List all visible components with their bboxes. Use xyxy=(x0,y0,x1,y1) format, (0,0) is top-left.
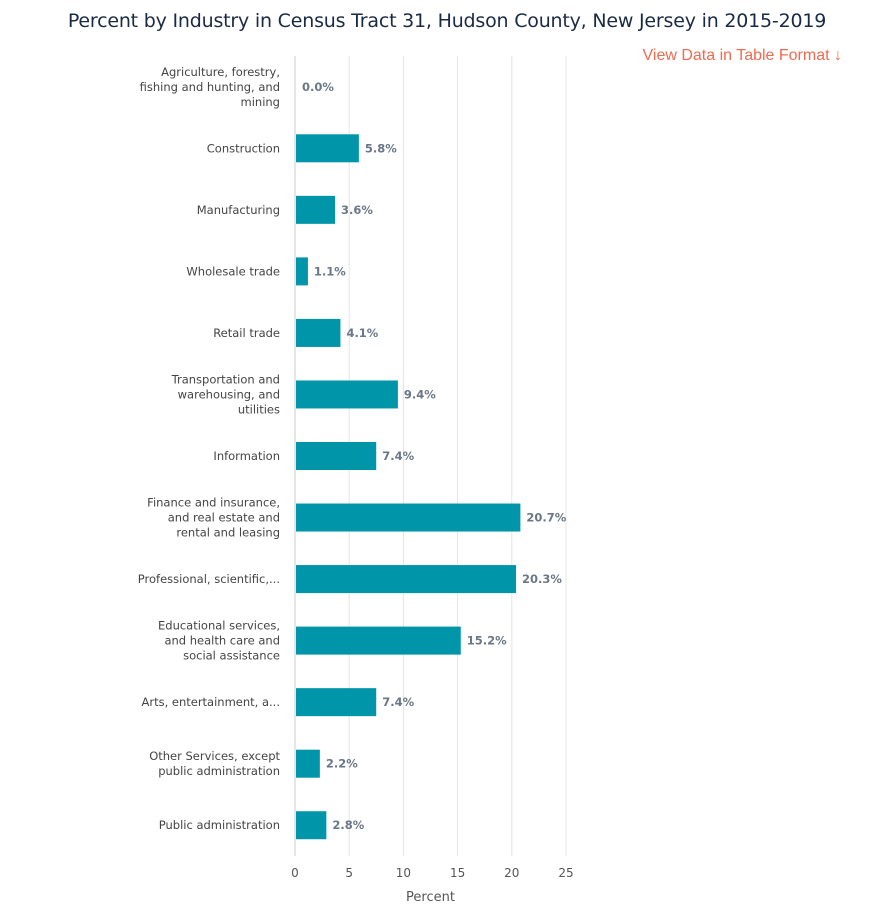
value-label: 7.4% xyxy=(382,449,414,463)
view-table-link[interactable]: View Data in Table Format ↓ xyxy=(642,47,843,64)
category-label: Educational services, and health care and… xyxy=(158,619,280,663)
category-label: Professional, scientific,... xyxy=(138,572,280,586)
x-axis-ticks: 0 5 10 15 20 25 xyxy=(291,866,573,880)
value-labels: 0.0% 5.8% 3.6% 1.1% 4.1% 9.4% 7.4% 20.7% 20.3% 15… xyxy=(302,80,567,832)
x-tick-label: 10 xyxy=(396,866,411,880)
category-label: Wholesale trade xyxy=(186,264,280,278)
value-label: 5.8% xyxy=(365,141,397,155)
category-label: Finance and insurance, and real estate an… xyxy=(147,496,280,540)
category-labels: Agriculture, forestry, fishing and huntin… xyxy=(138,65,281,832)
category-label: Agriculture, forestry, fishing and huntin… xyxy=(140,65,280,109)
category-label: Other Services, except public administrat… xyxy=(149,749,280,778)
value-label: 20.7% xyxy=(526,511,566,525)
x-tick-label: 5 xyxy=(345,866,353,880)
bar[interactable] xyxy=(296,318,341,347)
category-label: Construction xyxy=(207,141,280,155)
category-label: Information xyxy=(213,449,280,463)
bar[interactable] xyxy=(296,565,517,594)
bar[interactable] xyxy=(296,749,320,778)
category-label: Arts, entertainment, a... xyxy=(141,695,280,709)
bar[interactable] xyxy=(296,442,377,470)
value-label: 2.8% xyxy=(332,818,364,832)
bar[interactable] xyxy=(296,811,327,840)
x-axis-label: Percent xyxy=(406,890,455,905)
x-tick-label: 15 xyxy=(450,866,465,880)
value-label: 20.3% xyxy=(522,572,562,586)
value-label: 15.2% xyxy=(467,634,507,648)
x-tick-label: 0 xyxy=(291,866,299,880)
value-label: 7.4% xyxy=(382,695,414,709)
category-label: Public administration xyxy=(159,818,280,832)
value-label: 1.1% xyxy=(314,264,346,278)
bar[interactable] xyxy=(296,134,359,163)
chart-title: Percent by Industry in Census Tract 31, … xyxy=(67,10,827,32)
bar[interactable] xyxy=(296,257,308,286)
value-label: 3.6% xyxy=(341,203,373,217)
x-tick-label: 20 xyxy=(504,866,519,880)
value-label: 2.2% xyxy=(326,757,358,771)
bar[interactable] xyxy=(296,380,398,409)
bar[interactable] xyxy=(296,503,521,532)
x-tick-label: 25 xyxy=(558,866,573,880)
bar[interactable] xyxy=(296,688,377,717)
bar[interactable] xyxy=(296,195,336,224)
value-label: 4.1% xyxy=(346,326,378,340)
value-label: 9.4% xyxy=(404,387,436,401)
grid-lines xyxy=(294,56,567,856)
bars xyxy=(296,134,521,840)
category-label: Transportation and warehousing, and utilit… xyxy=(171,372,280,416)
category-label: Manufacturing xyxy=(197,203,280,217)
value-label: 0.0% xyxy=(302,80,334,94)
bar[interactable] xyxy=(296,626,461,655)
category-label: Retail trade xyxy=(213,326,280,340)
